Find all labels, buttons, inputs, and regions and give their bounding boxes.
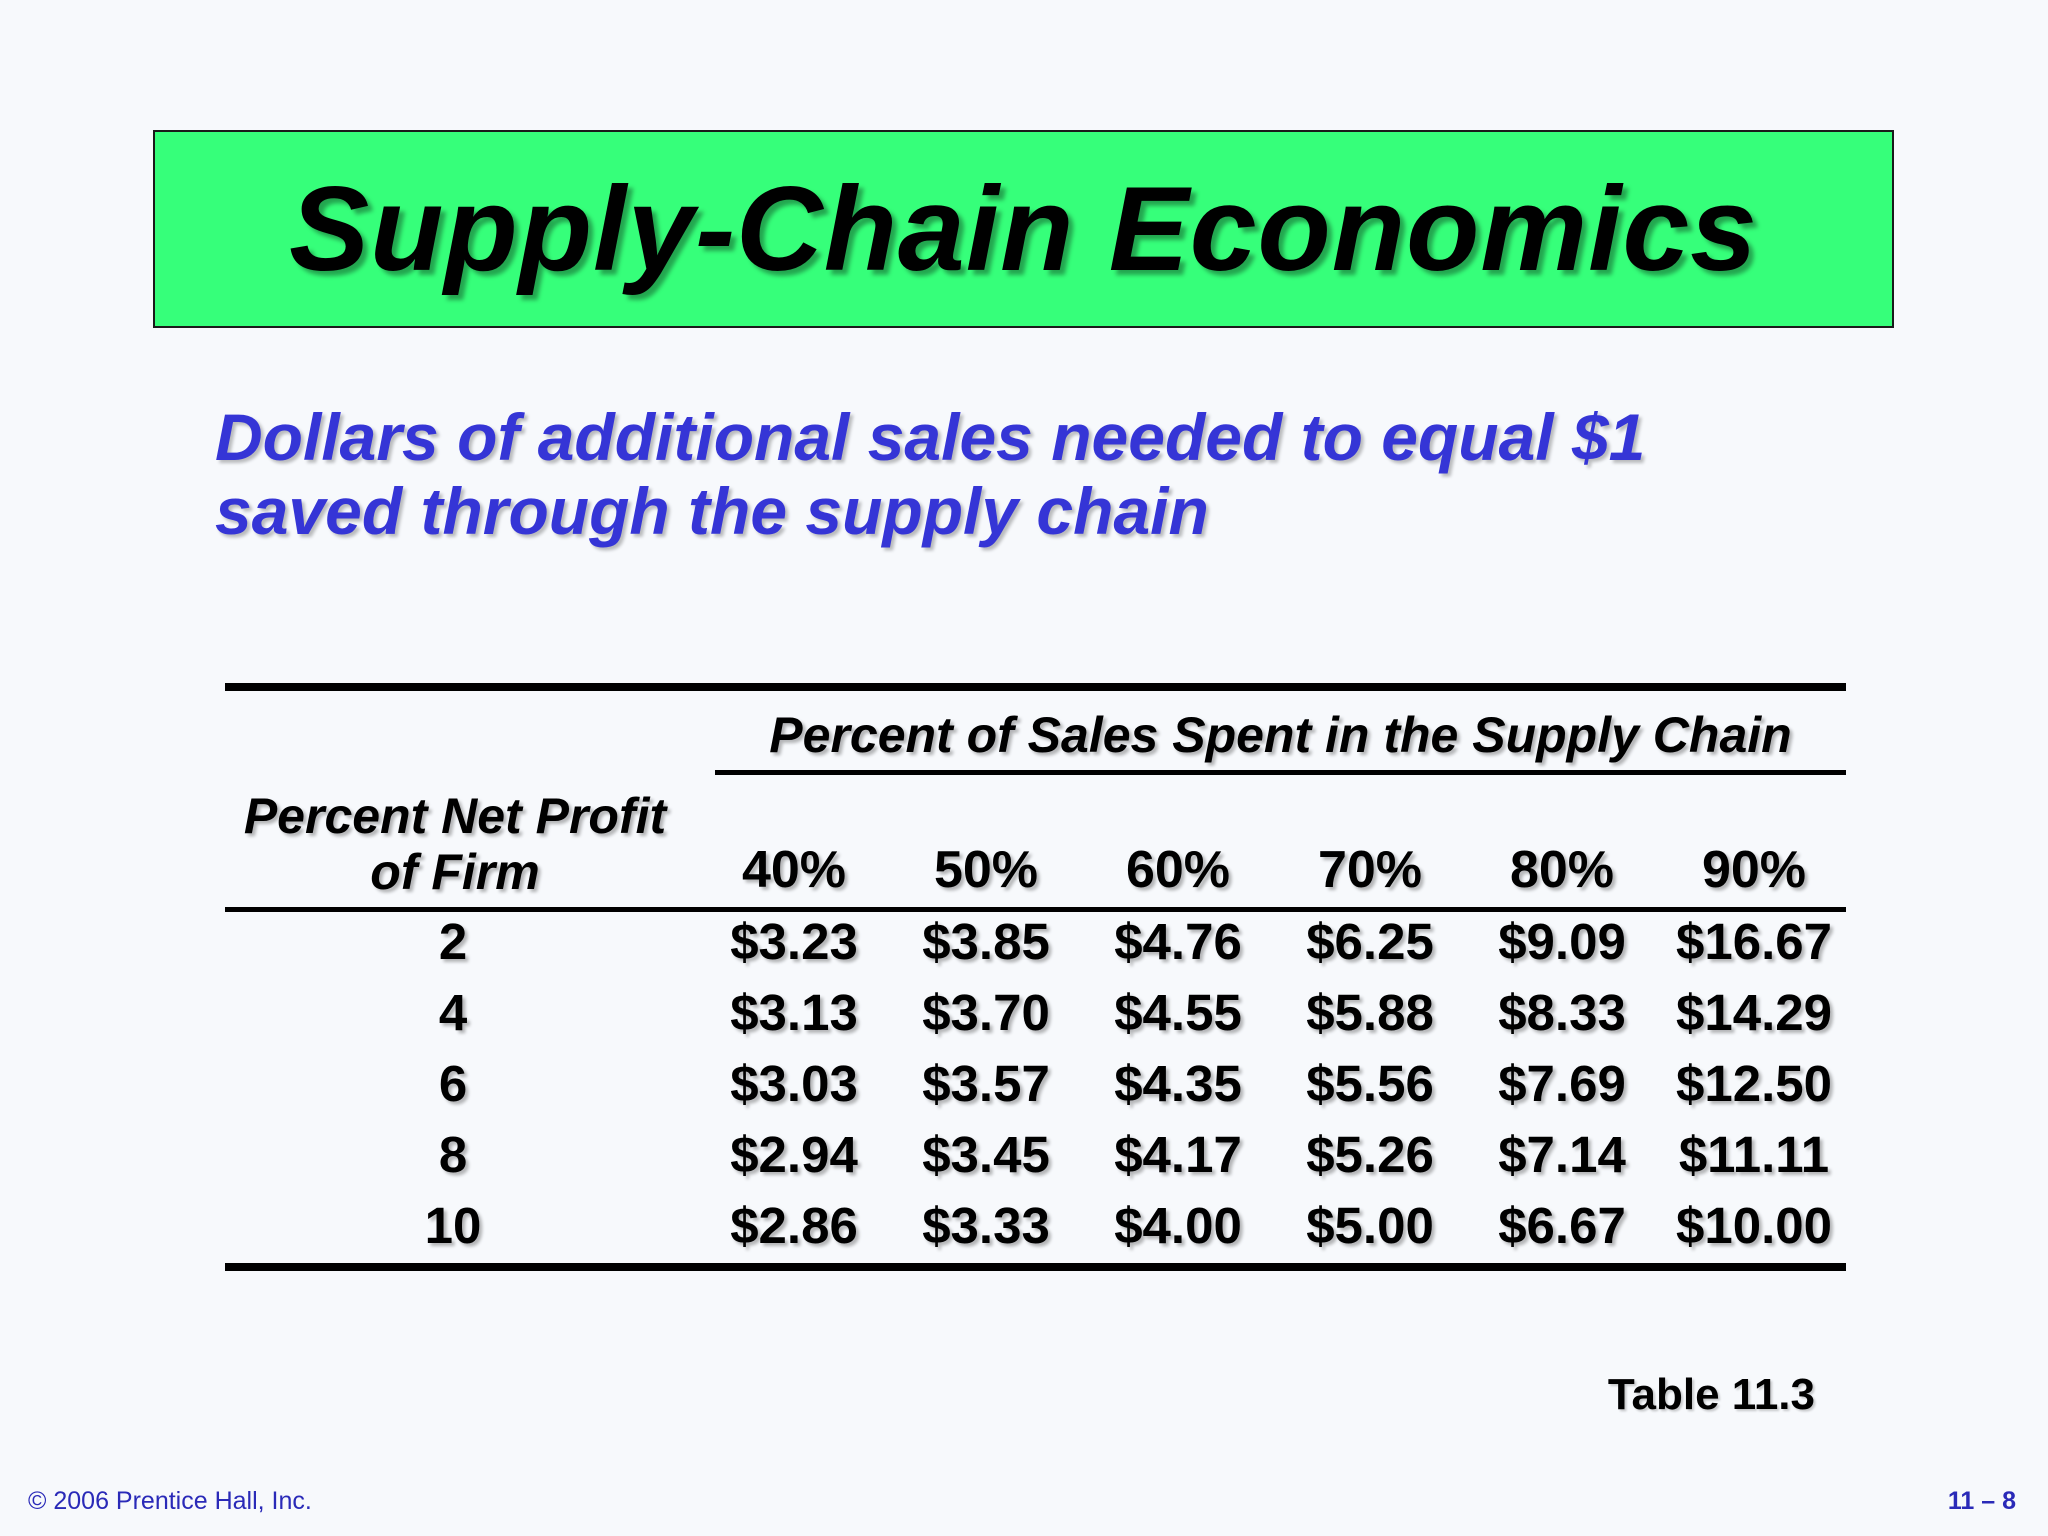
column-header: 90% <box>1701 841 1807 899</box>
table-cell: $3.23 <box>730 913 858 970</box>
row-label: 6 <box>438 1055 468 1112</box>
table-cell: $14.29 <box>1676 984 1832 1041</box>
row-header: Percent Net Profit of Firm <box>225 788 685 900</box>
subtitle-line-2: saved through the supply chain <box>215 474 1209 548</box>
table-cell: $4.17 <box>1114 1126 1242 1183</box>
table-cell: $3.45 <box>922 1126 1050 1183</box>
table-cell: $3.85 <box>922 913 1050 970</box>
table-cell: $2.86 <box>730 1197 858 1254</box>
table-cell: $3.33 <box>922 1197 1050 1254</box>
copyright-footer: © 2006 Prentice Hall, Inc. <box>28 1487 312 1515</box>
slide-title: Supply-Chain Economics <box>289 162 1758 296</box>
column-header: 50% <box>933 841 1039 899</box>
table-cell: $3.57 <box>922 1055 1050 1112</box>
table-cell: $5.56 <box>1306 1055 1434 1112</box>
table-cell: $4.76 <box>1114 913 1242 970</box>
table-cell: $9.09 <box>1498 913 1626 970</box>
row-header-line-2: of Firm <box>370 844 540 900</box>
table-cell: $16.67 <box>1676 913 1832 970</box>
table-cell: $12.50 <box>1676 1055 1832 1112</box>
table-cell: $3.13 <box>730 984 858 1041</box>
table-cell: $3.03 <box>730 1055 858 1112</box>
row-label: 2 <box>438 913 468 970</box>
column-header: 40% <box>741 841 847 899</box>
table-cell: $6.25 <box>1306 913 1434 970</box>
table-cell: $4.35 <box>1114 1055 1242 1112</box>
row-header-line-1: Percent Net Profit <box>243 788 667 844</box>
table-cell: $6.67 <box>1498 1197 1626 1254</box>
table-cell: $4.55 <box>1114 984 1242 1041</box>
group-header-rule <box>715 770 1846 775</box>
table-cell: $5.00 <box>1306 1197 1434 1254</box>
table-bottom-rule <box>225 1263 1846 1271</box>
table-cell: $11.11 <box>1678 1126 1830 1183</box>
table-cell: $7.69 <box>1498 1055 1626 1112</box>
column-header: 80% <box>1509 841 1615 899</box>
slide-subtitle: Dollars of additional sales needed to eq… <box>215 400 1795 548</box>
row-label: 4 <box>438 984 468 1041</box>
title-banner: Supply-Chain Economics <box>153 130 1894 328</box>
subtitle-line-1: Dollars of additional sales needed to eq… <box>215 400 1646 474</box>
table-caption: Table 11.3 <box>1607 1370 1815 1419</box>
table-top-rule <box>225 683 1846 691</box>
column-header: 70% <box>1317 841 1423 899</box>
row-label: 8 <box>438 1126 468 1183</box>
group-header: Percent of Sales Spent in the Supply Cha… <box>769 707 1792 763</box>
table-cell: $3.70 <box>922 984 1050 1041</box>
table-header-rule <box>225 907 1846 912</box>
table-cell: $5.88 <box>1306 984 1434 1041</box>
table-cell: $8.33 <box>1498 984 1626 1041</box>
row-label: 10 <box>424 1197 482 1254</box>
table-cell: $7.14 <box>1498 1126 1626 1183</box>
table-cell: $10.00 <box>1676 1197 1832 1254</box>
table-cell: $4.00 <box>1114 1197 1242 1254</box>
table-cell: $5.26 <box>1306 1126 1434 1183</box>
column-header: 60% <box>1125 841 1231 899</box>
page-number: 11 – 8 <box>1947 1487 2016 1515</box>
table-cell: $2.94 <box>730 1126 858 1183</box>
